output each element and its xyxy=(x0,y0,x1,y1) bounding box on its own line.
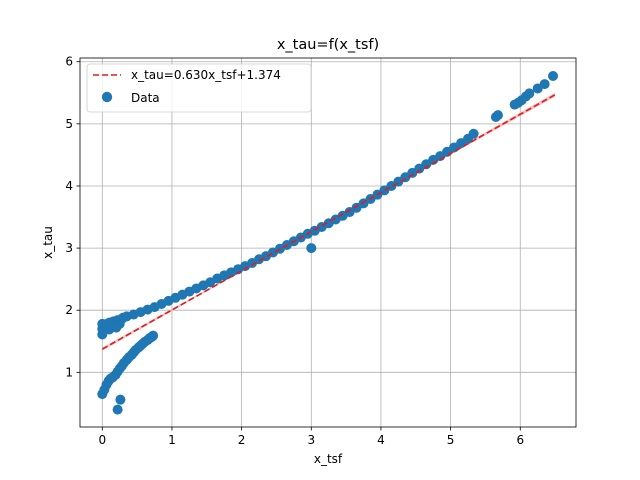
fit-line xyxy=(101,94,556,350)
x-axis-label: x_tsf xyxy=(314,452,343,466)
y-axis-label: x_tau xyxy=(41,226,55,259)
data-point xyxy=(524,88,535,99)
legend-box xyxy=(86,63,312,113)
data-point xyxy=(115,394,126,405)
data-point xyxy=(539,79,550,90)
data-point xyxy=(112,404,123,415)
x-tick-label: 1 xyxy=(168,433,176,447)
data-point xyxy=(306,243,317,254)
data-point xyxy=(111,322,122,333)
chart-title: x_tau=f(x_tsf) xyxy=(277,37,379,53)
data-point xyxy=(492,110,503,121)
data-point xyxy=(148,330,159,341)
y-tick-label: 2 xyxy=(65,303,73,317)
y-tick-label: 1 xyxy=(65,365,73,379)
y-tick-label: 4 xyxy=(65,179,73,193)
data-point xyxy=(548,71,559,82)
legend-data-label: Data xyxy=(131,91,160,105)
y-tick-label: 3 xyxy=(65,241,73,255)
data-point xyxy=(468,128,479,139)
x-tick-label: 4 xyxy=(377,433,385,447)
legend-fit-label: x_tau=0.630x_tsf+1.374 xyxy=(131,68,281,82)
y-tick-label: 6 xyxy=(65,55,73,69)
fit-line-group xyxy=(101,94,556,350)
axis-ticks: 0 1 2 3 4 5 6 1 2 3 4 5 6 xyxy=(65,55,524,447)
x-tick-label: 0 xyxy=(98,433,106,447)
x-tick-label: 6 xyxy=(516,433,524,447)
data-points xyxy=(97,71,559,415)
x-tick-label: 2 xyxy=(238,433,246,447)
x-tick-label: 3 xyxy=(307,433,315,447)
axes-frame xyxy=(79,57,577,428)
x-tick-label: 5 xyxy=(447,433,455,447)
grid xyxy=(80,58,576,427)
legend-data-swatch xyxy=(101,91,113,103)
legend: x_tau=0.630x_tsf+1.374 Data xyxy=(86,63,312,113)
y-tick-label: 5 xyxy=(65,117,73,131)
